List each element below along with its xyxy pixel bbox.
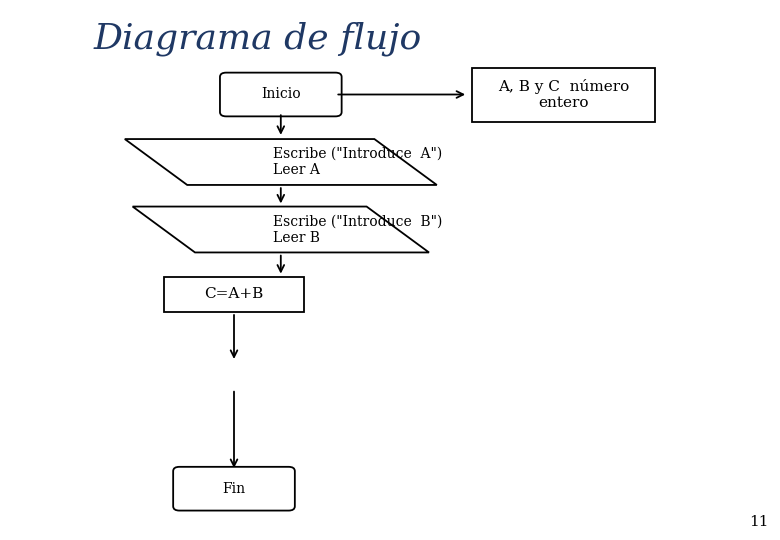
FancyBboxPatch shape bbox=[220, 73, 342, 117]
Text: Escribe ("Introduce  A")
Leer A: Escribe ("Introduce A") Leer A bbox=[273, 147, 442, 177]
Text: Inicio: Inicio bbox=[261, 87, 300, 102]
Text: Diagrama de flujo: Diagrama de flujo bbox=[94, 22, 422, 56]
Text: 11: 11 bbox=[749, 515, 768, 529]
Text: Escribe ("Introduce  B")
Leer B: Escribe ("Introduce B") Leer B bbox=[273, 214, 442, 245]
Text: Fin: Fin bbox=[222, 482, 246, 496]
Text: A, B y C  número
entero: A, B y C número entero bbox=[498, 79, 629, 110]
Bar bbox=[472, 68, 655, 122]
Polygon shape bbox=[133, 206, 429, 252]
FancyBboxPatch shape bbox=[173, 467, 295, 511]
Polygon shape bbox=[125, 139, 437, 185]
Bar bbox=[164, 276, 304, 312]
Text: C=A+B: C=A+B bbox=[204, 287, 264, 301]
